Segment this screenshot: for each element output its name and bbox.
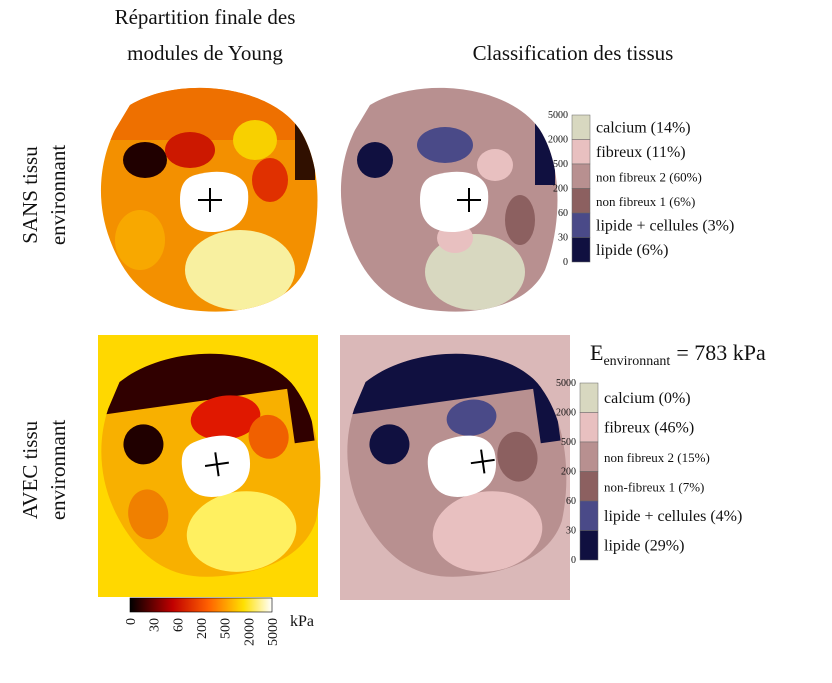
colorbar-tick-label: 2000 (242, 618, 257, 646)
legend-tick-label: 60 (566, 496, 576, 507)
colorbar-unit: kPa (290, 613, 314, 630)
row-label: SANS tissu environnant (18, 145, 70, 245)
legend-entry: non fibreux 2 (15%) (604, 450, 710, 465)
legend-entry: calcium (14%) (596, 119, 691, 136)
colorbar-tick-label: 5000 (266, 618, 281, 646)
column-title: modules de Young (127, 41, 283, 65)
legend-entry: calcium (0%) (604, 390, 691, 407)
row-label: AVEC tissu environnant (18, 420, 70, 520)
young-map-sans (100, 87, 318, 312)
symbol: E (590, 340, 603, 365)
legend-tick-label: 0 (563, 257, 568, 268)
legend-tick-label: 200 (561, 467, 576, 478)
colorbar-tick-label: 0 (124, 618, 139, 625)
legend-tick-label: 30 (558, 233, 568, 244)
class-map-sans (340, 87, 558, 312)
legend-tick-label: 2000 (548, 135, 568, 146)
legend-swatch (571, 212, 591, 238)
legend-tick-label: 2000 (556, 408, 576, 419)
legend-swatch (571, 237, 591, 263)
row-label-line: environnant (46, 420, 70, 520)
legend-entry: lipide + cellules (4%) (604, 508, 742, 525)
legend-swatch (579, 412, 599, 443)
legend-entry: lipide (29%) (604, 537, 684, 554)
column-title: Classification des tissus (473, 41, 674, 65)
legend-swatch (579, 382, 599, 413)
legends: calcium (14%) fibreux (11%) non fibreux 2 … (548, 110, 742, 566)
legend-entry: lipide (6%) (596, 242, 668, 259)
legend-swatch (571, 163, 591, 189)
legend-entry: non fibreux 1 (6%) (596, 194, 695, 209)
legend-swatch (579, 471, 599, 502)
row-label-line: AVEC tissu (18, 420, 42, 519)
row-label-line: environnant (46, 145, 70, 245)
legend-swatch (571, 139, 591, 165)
colorbar-tick-label: 500 (219, 618, 234, 639)
column-title: Répartition finale des (115, 5, 296, 29)
colorbar-tick-label: 200 (195, 618, 210, 639)
legend-entry: fibreux (11%) (596, 144, 686, 161)
colorbar-tick-label: 30 (148, 618, 163, 632)
subscript: environnant (603, 354, 670, 369)
colorbar-ticks: 0 30 60 200 500 2000 5000 (124, 618, 281, 646)
legend-tick-label: 0 (571, 555, 576, 566)
legend-tick-label: 60 (558, 208, 568, 219)
environment-modulus: Eenvironnant = 783 kPa (590, 340, 766, 369)
legend-entry: non-fibreux 1 (7%) (604, 479, 704, 494)
row-label-line: SANS tissu (18, 146, 42, 244)
legend-tick-label: 500 (561, 437, 576, 448)
legend-tick-label: 30 (566, 526, 576, 537)
legend-tick-label: 200 (553, 184, 568, 195)
colorbar-tick-label: 60 (171, 618, 186, 632)
legend-swatch (571, 188, 591, 214)
legend-swatch (579, 500, 599, 531)
colorbar (129, 597, 273, 613)
legend-entry: fibreux (46%) (604, 419, 694, 436)
legend-tick-label: 5000 (548, 110, 568, 121)
value: = 783 kPa (676, 340, 766, 365)
legend-entry: non fibreux 2 (60%) (596, 169, 702, 184)
legend-swatch (579, 441, 599, 472)
legend-swatch (579, 530, 599, 561)
legend-entry: lipide + cellules (3%) (596, 217, 734, 234)
legend-tick-label: 5000 (556, 378, 576, 389)
legend-swatch (571, 114, 591, 140)
legend-tick-label: 500 (553, 159, 568, 170)
